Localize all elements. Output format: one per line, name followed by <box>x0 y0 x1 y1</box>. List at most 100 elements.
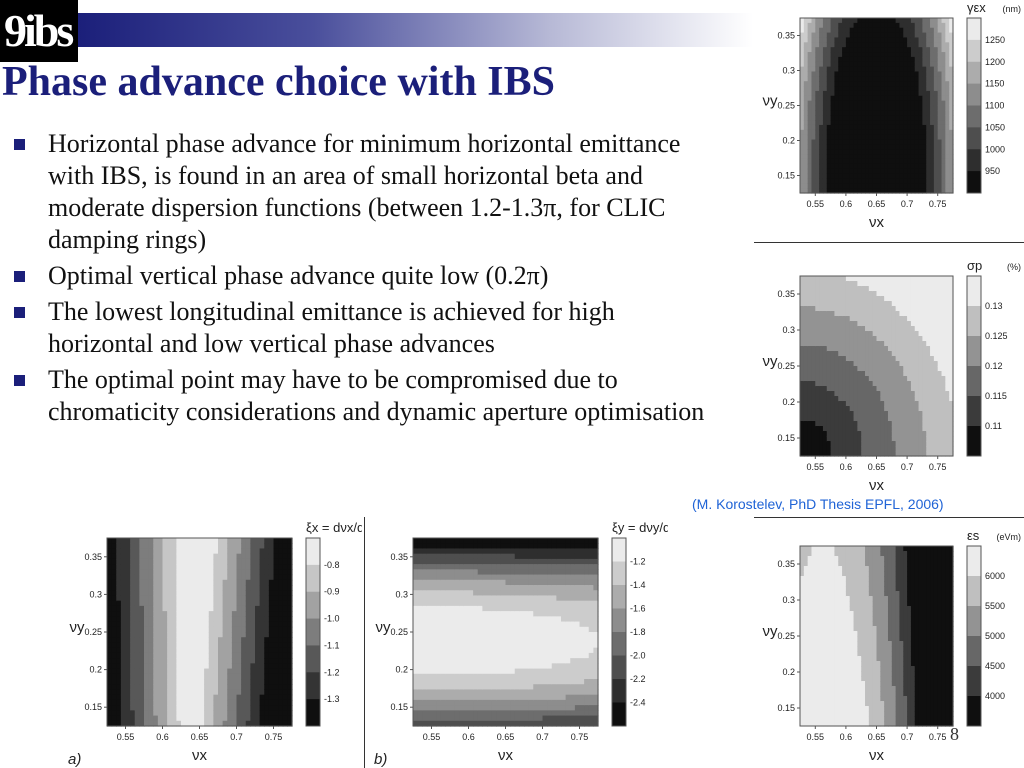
contour-cell <box>941 371 946 377</box>
contour-cell <box>899 326 904 332</box>
contour-cell <box>116 621 122 628</box>
contour-cell <box>811 686 816 692</box>
contour-cell <box>815 311 820 317</box>
contour-cell <box>139 710 145 717</box>
contour-cell <box>949 611 954 617</box>
contour-cell <box>807 168 813 175</box>
contour-cell <box>834 76 839 82</box>
contour-cell <box>922 52 927 58</box>
contour-cell <box>845 331 851 337</box>
contour-cell <box>134 705 140 711</box>
contour-cell <box>949 286 954 292</box>
contour-cell <box>872 124 878 131</box>
contour-cell <box>910 646 916 652</box>
contour-cell <box>153 663 159 670</box>
contour-cell <box>945 149 950 155</box>
contour-cell <box>910 691 916 697</box>
contour-cell <box>865 168 870 175</box>
contour-cell <box>903 154 908 160</box>
contour-cell <box>162 699 168 706</box>
contour-cell <box>907 601 912 607</box>
contour-cell <box>887 356 893 362</box>
contour-cell <box>922 163 927 170</box>
contour-cell <box>171 616 177 623</box>
contour-cell <box>907 129 912 136</box>
contour-cell <box>937 401 943 407</box>
contour-cell <box>868 366 874 372</box>
x-tick-label: 0.65 <box>868 732 886 742</box>
contour-cell <box>868 173 874 180</box>
contour-cell <box>930 56 935 63</box>
contour-cell <box>157 642 164 649</box>
contour-cell <box>865 86 870 92</box>
contour-cell <box>926 561 931 567</box>
contour-cell <box>130 611 136 617</box>
contour-cell <box>803 721 809 727</box>
contour-cell <box>941 641 946 647</box>
contour-cell <box>861 346 866 352</box>
contour-cell <box>933 71 939 77</box>
contour-cell <box>826 321 832 327</box>
contour-cell <box>926 401 931 407</box>
contour-cell <box>922 661 927 667</box>
contour-cell <box>842 173 847 180</box>
contour-cell <box>811 551 816 557</box>
contour-cell <box>891 86 897 92</box>
contour-cell <box>891 115 897 121</box>
legend-value: 1250 <box>985 35 1005 45</box>
contour-cell <box>861 139 866 145</box>
contour-cell <box>872 76 878 82</box>
contour-cell <box>167 574 173 581</box>
contour-cell <box>865 376 870 382</box>
contour-cell <box>861 391 866 397</box>
contour-cell <box>880 27 885 34</box>
contour-cell <box>941 168 946 175</box>
contour-cell <box>918 706 923 712</box>
contour-cell <box>914 711 920 717</box>
contour-cell <box>887 596 893 602</box>
contour-cell <box>838 581 843 587</box>
contour-cell <box>930 134 935 141</box>
contour-cell <box>822 381 828 387</box>
contour-cell <box>865 571 870 577</box>
contour-cell <box>842 361 847 367</box>
contour-cell <box>803 326 809 332</box>
contour-cell <box>895 571 901 577</box>
contour-cell <box>811 636 816 642</box>
contour-cell <box>171 600 177 607</box>
contour-cell <box>830 711 836 717</box>
contour-cell <box>807 178 813 184</box>
contour-cell <box>884 651 889 657</box>
contour-cell <box>800 163 805 170</box>
contour-cell <box>830 691 836 697</box>
contour-cell <box>872 134 878 141</box>
contour-cell <box>822 656 828 662</box>
contour-cell <box>914 706 920 712</box>
contour-cell <box>111 616 117 623</box>
contour-cell <box>868 696 874 702</box>
contour-cell <box>819 66 824 73</box>
contour-cell <box>803 47 809 53</box>
contour-cell <box>910 401 916 407</box>
contour-cell <box>895 651 901 657</box>
contour-cell <box>910 446 916 452</box>
contour-cell <box>907 66 912 73</box>
contour-cell <box>887 611 893 617</box>
contour-cell <box>949 666 954 672</box>
contour-cell <box>891 596 897 602</box>
contour-cell <box>895 646 901 652</box>
contour-cell <box>830 105 836 111</box>
contour-cell <box>811 168 816 175</box>
contour-cell <box>903 411 908 417</box>
contour-cell <box>811 149 816 155</box>
contour-cell <box>148 715 154 722</box>
contour-cell <box>830 661 836 667</box>
contour-cell <box>918 178 923 184</box>
contour-cell <box>949 716 954 722</box>
contour-cell <box>819 691 824 697</box>
contour-cell <box>807 666 813 672</box>
contour-cell <box>895 696 901 702</box>
contour-cell <box>880 401 885 407</box>
contour-cell <box>811 546 816 552</box>
contour-cell <box>903 596 908 602</box>
